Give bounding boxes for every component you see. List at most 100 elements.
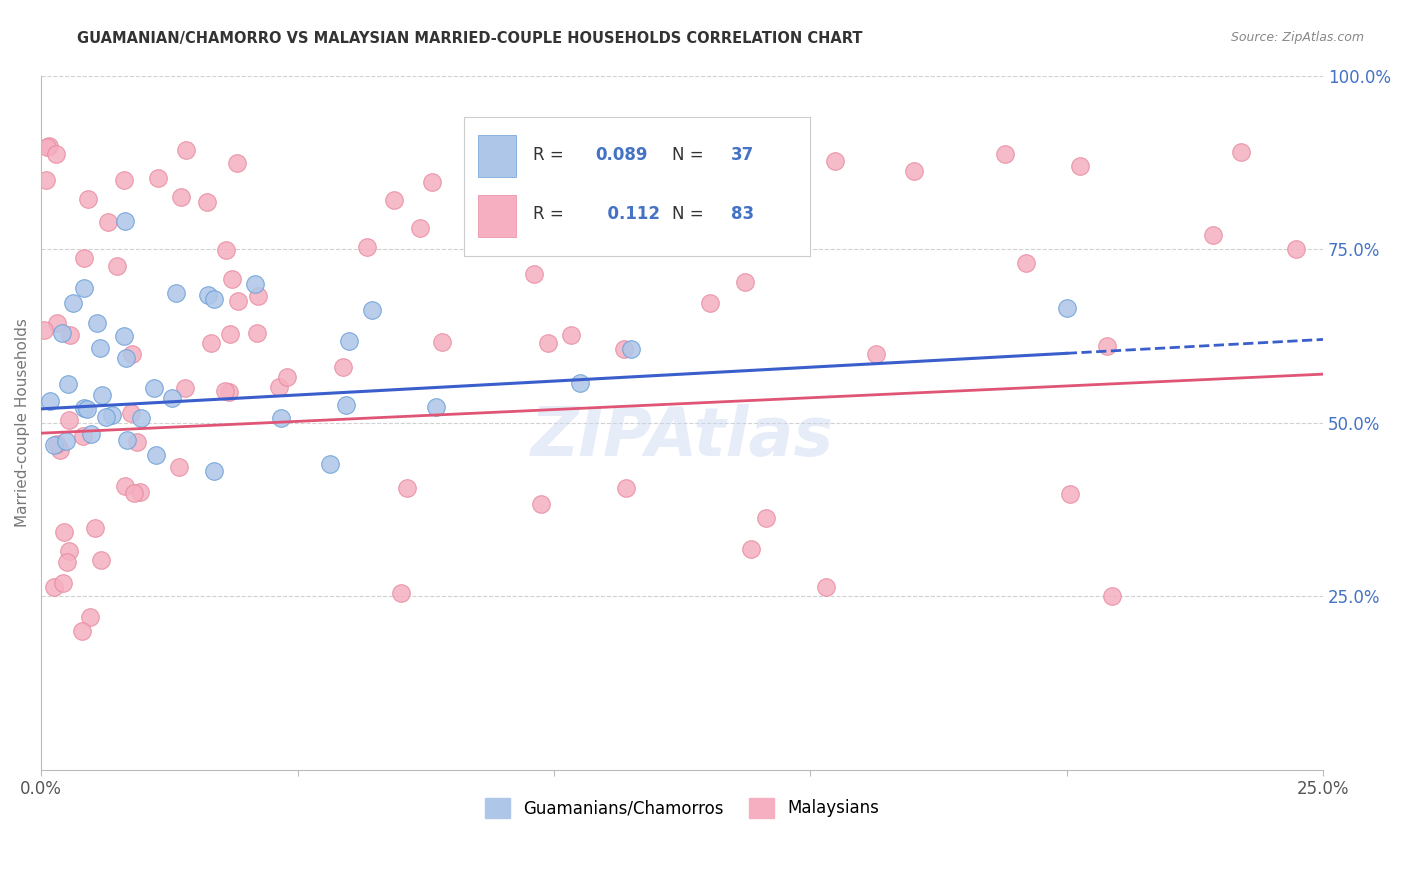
Point xyxy=(39,393,62,408)
Point xyxy=(146,171,169,186)
Point xyxy=(91,388,114,402)
Point xyxy=(614,482,637,496)
Point xyxy=(58,412,80,426)
Point xyxy=(114,214,136,228)
Legend: Guamanians/Chamorros, Malaysians: Guamanians/Chamorros, Malaysians xyxy=(478,791,886,824)
Point xyxy=(58,544,80,558)
Point xyxy=(143,381,166,395)
Point xyxy=(45,147,67,161)
Point xyxy=(734,276,756,290)
Point xyxy=(115,433,138,447)
Point xyxy=(391,585,413,599)
Point xyxy=(1101,589,1123,603)
Point xyxy=(56,555,79,569)
Point xyxy=(568,376,591,390)
Point xyxy=(35,172,58,186)
Point xyxy=(218,384,240,399)
Point xyxy=(197,287,219,301)
Point xyxy=(430,335,453,350)
Point xyxy=(73,401,96,415)
Point xyxy=(356,240,378,254)
Point xyxy=(105,259,128,273)
Point xyxy=(824,154,846,169)
Point xyxy=(115,351,138,365)
Point xyxy=(165,286,187,301)
Point xyxy=(174,144,197,158)
Point xyxy=(467,206,489,220)
Point xyxy=(814,580,837,594)
Point xyxy=(79,610,101,624)
Point xyxy=(46,317,69,331)
Point xyxy=(215,243,238,257)
Point xyxy=(101,408,124,422)
Point xyxy=(76,193,98,207)
Point xyxy=(160,391,183,405)
Point xyxy=(246,326,269,340)
Point xyxy=(560,327,582,342)
Point xyxy=(420,175,443,189)
Point xyxy=(361,302,384,317)
Point xyxy=(80,426,103,441)
Point xyxy=(530,497,553,511)
Point xyxy=(613,342,636,356)
Point xyxy=(1230,145,1253,159)
Point xyxy=(145,449,167,463)
Point xyxy=(169,190,191,204)
Point xyxy=(97,215,120,229)
Point xyxy=(243,277,266,292)
Point xyxy=(120,405,142,419)
Point xyxy=(1285,242,1308,256)
Point xyxy=(112,172,135,186)
Point xyxy=(395,481,418,495)
Point xyxy=(755,511,778,525)
Point xyxy=(114,478,136,492)
Point xyxy=(55,434,77,448)
Point xyxy=(83,521,105,535)
Point xyxy=(382,193,405,207)
Point xyxy=(124,486,146,500)
Point xyxy=(276,370,298,384)
Point xyxy=(51,326,73,340)
Point xyxy=(32,323,55,337)
Point xyxy=(202,464,225,478)
Point xyxy=(699,295,721,310)
Point xyxy=(319,458,342,472)
Point xyxy=(523,179,546,194)
Point xyxy=(35,140,58,154)
Point xyxy=(62,296,84,310)
Point xyxy=(94,410,117,425)
Point xyxy=(202,292,225,306)
Point xyxy=(112,329,135,343)
Point xyxy=(76,401,98,416)
Point xyxy=(129,411,152,425)
Point xyxy=(49,442,72,457)
Point xyxy=(1059,487,1081,501)
Point xyxy=(226,294,249,309)
Point xyxy=(167,459,190,474)
Point xyxy=(56,376,79,391)
Text: GUAMANIAN/CHAMORRO VS MALAYSIAN MARRIED-COUPLE HOUSEHOLDS CORRELATION CHART: GUAMANIAN/CHAMORRO VS MALAYSIAN MARRIED-… xyxy=(77,31,863,46)
Point xyxy=(52,575,75,590)
Point xyxy=(86,316,108,330)
Point xyxy=(53,524,76,539)
Point xyxy=(537,336,560,351)
Point xyxy=(1202,228,1225,243)
Point xyxy=(125,434,148,449)
Point xyxy=(425,400,447,414)
Point xyxy=(523,267,546,281)
Text: Source: ZipAtlas.com: Source: ZipAtlas.com xyxy=(1230,31,1364,45)
Point xyxy=(903,163,925,178)
Point xyxy=(89,341,111,355)
Point xyxy=(409,221,432,235)
Point xyxy=(90,553,112,567)
Point xyxy=(38,138,60,153)
Point xyxy=(668,174,690,188)
Point xyxy=(218,327,240,342)
Point xyxy=(740,541,762,556)
Point xyxy=(221,272,243,286)
Point xyxy=(70,624,93,639)
Point xyxy=(865,347,887,361)
Point xyxy=(73,281,96,295)
Point xyxy=(1056,301,1078,315)
Point xyxy=(335,398,357,412)
